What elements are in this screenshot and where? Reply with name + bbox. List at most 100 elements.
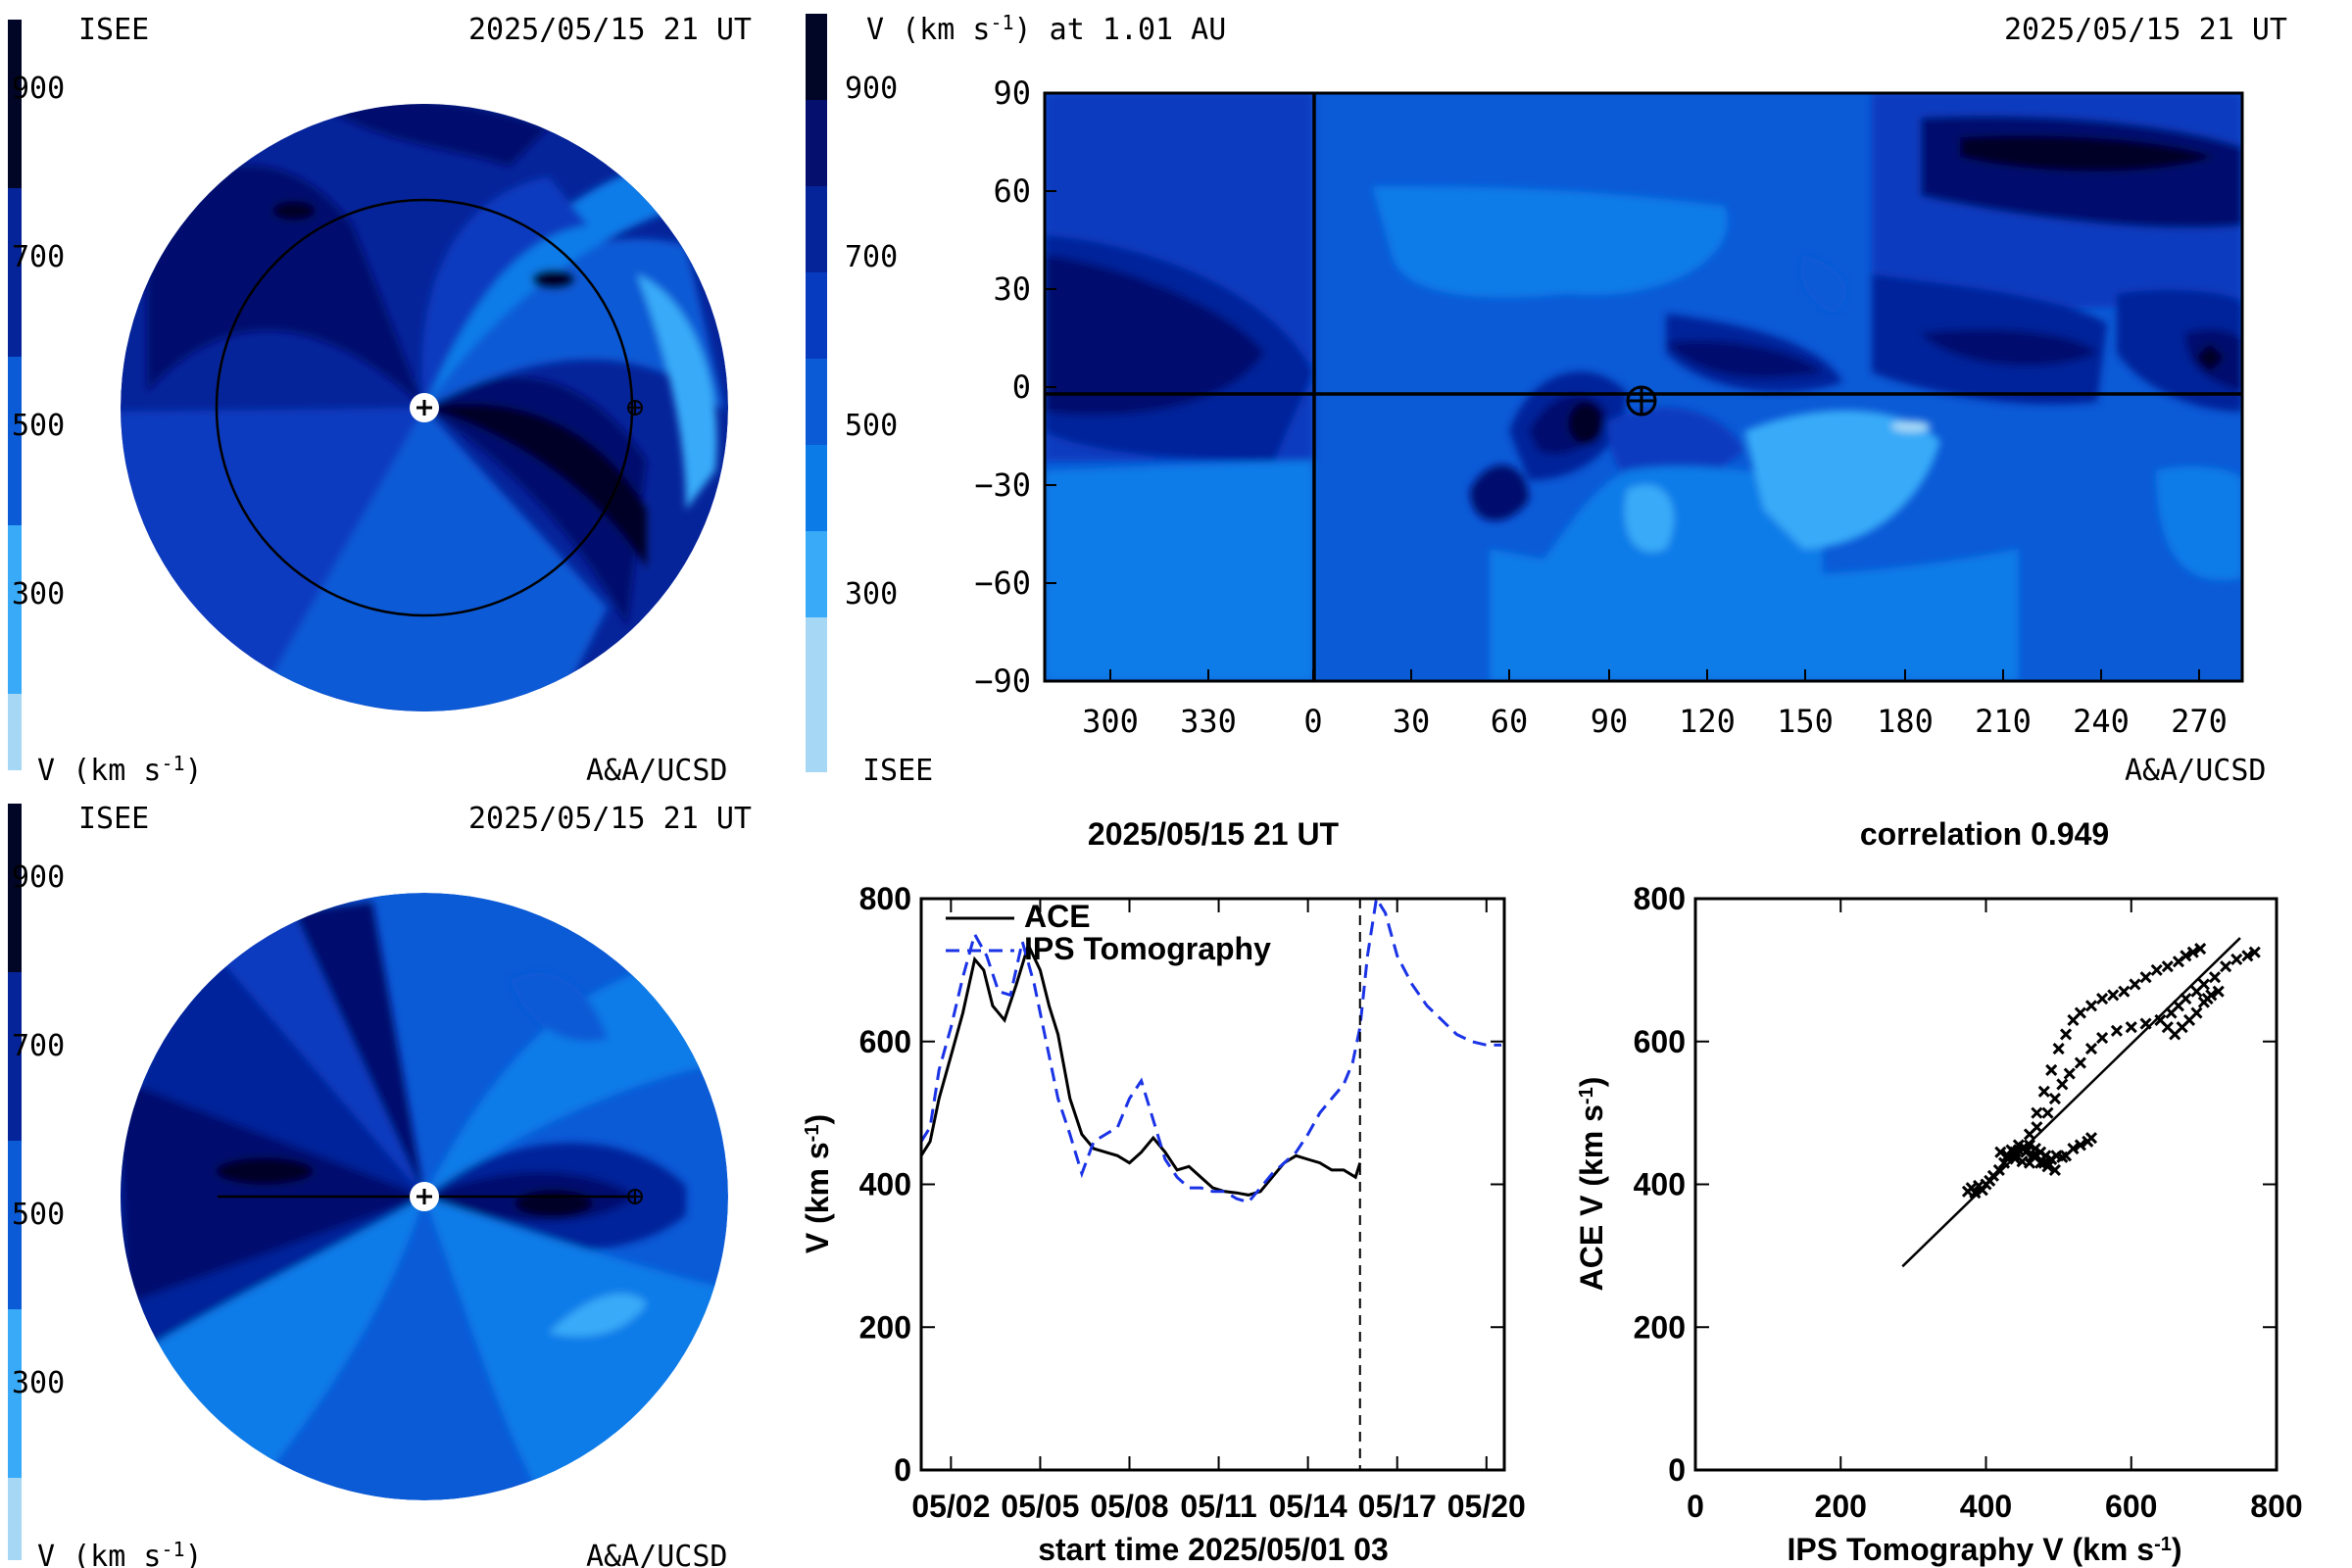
map-ytick-label: 90 — [993, 74, 1031, 112]
legend-ips: IPS Tomography — [1024, 931, 1271, 966]
series-ace — [921, 941, 1362, 1197]
colorbar-tick-900: 900 — [12, 72, 65, 106]
scatter-point — [2096, 992, 2109, 1005]
scatter-point — [2067, 1142, 2080, 1155]
scatter-point — [2031, 1106, 2043, 1119]
colorbar-tick-700: 700 — [845, 240, 898, 274]
date-label: 2025/05/15 21 UT — [2004, 13, 2287, 47]
colorbar-tick-500: 500 — [12, 409, 65, 443]
ts-ytick-label: 0 — [894, 1452, 911, 1488]
sc-ytick-label: 200 — [1634, 1309, 1686, 1345]
fit-line — [1901, 937, 2241, 1268]
colorbar-bottom-left: 900 700 500 300 — [8, 804, 65, 1560]
map-ytick-label: 60 — [993, 172, 1031, 210]
scatter-point — [1969, 1187, 1982, 1200]
earth-marker — [1626, 385, 1657, 416]
scatter-point — [2012, 1139, 2025, 1152]
map-xtick-label: 0 — [1303, 703, 1322, 740]
colorbar-tick-500: 500 — [12, 1198, 65, 1232]
scatter-point — [2110, 1024, 2123, 1037]
scatter-point — [2031, 1121, 2043, 1134]
scatter-point — [2241, 950, 2254, 962]
map-xtick-label: 90 — [1591, 703, 1629, 740]
scatter-point — [2212, 985, 2225, 998]
scatter-point — [2118, 985, 2131, 998]
scatter-point — [2084, 1132, 2098, 1145]
panel-ecliptic-top: 900 700 500 300 ISEE 2025/05/15 21 UT — [8, 13, 752, 788]
map-xtick-label: 30 — [1393, 703, 1431, 740]
scatter-point — [2186, 946, 2199, 958]
earth-marker — [627, 1189, 643, 1204]
isee-label: ISEE — [862, 754, 933, 788]
map-title: V (km s-1) at 1.01 AU — [866, 11, 1226, 47]
ts-xtick-label: 05/17 — [1358, 1489, 1437, 1524]
scatter-point — [2005, 1144, 2018, 1156]
sc-ytick-label: 400 — [1634, 1167, 1686, 1202]
scatter-point — [1994, 1146, 2007, 1158]
scatter-point — [2048, 1163, 2061, 1176]
map-ytick-label: −60 — [974, 564, 1031, 602]
colorbar-tick-700: 700 — [12, 240, 65, 274]
colorbar-tick-500: 500 — [845, 409, 898, 443]
colorbar-1au: 900 700 500 300 — [806, 14, 898, 772]
scatter-point — [2230, 953, 2243, 966]
sc-xtick-label: 400 — [1960, 1489, 2012, 1524]
scatter-point — [2084, 1000, 2098, 1012]
map-xtick-label: 330 — [1180, 703, 1237, 740]
map-ytick-label: −90 — [974, 662, 1031, 700]
scatter-point — [2074, 1139, 2086, 1152]
scatter-point — [2205, 989, 2218, 1002]
sc-ytick-label: 0 — [1668, 1452, 1686, 1488]
timeseries-plot: 05/02 05/05 05/08 05/11 05/14 05/17 05/20 0 200 4… — [859, 881, 1526, 1524]
scatter-point — [2125, 1021, 2137, 1034]
map-ytick-label: 0 — [1012, 368, 1031, 406]
ts-ytick-label: 400 — [859, 1167, 911, 1202]
scatter-point — [2023, 1139, 2036, 1152]
colorbar-top-left: 900 700 500 300 — [8, 20, 65, 770]
scatter-point — [2197, 978, 2210, 991]
date-label: 2025/05/15 21 UT — [468, 13, 752, 47]
scatter-point — [2096, 1032, 2109, 1045]
scatter-point — [2001, 1150, 2014, 1162]
scatter-point — [2180, 992, 2192, 1005]
scatter-point — [2009, 1152, 2022, 1165]
sc-xtick-label: 0 — [1687, 1489, 1704, 1524]
timeseries-ylabel: V (km s-1) — [800, 1114, 835, 1253]
timeseries-legend: ACE IPS Tomography — [946, 899, 1271, 966]
map-ytick-label: −30 — [974, 466, 1031, 504]
ts-ytick-label: 800 — [859, 881, 911, 916]
map-xtick-label: 150 — [1777, 703, 1834, 740]
sc-ytick-label: 800 — [1634, 881, 1686, 916]
scatter-point — [2161, 1021, 2174, 1034]
scatter-point — [2045, 1063, 2058, 1076]
sc-xtick-label: 800 — [2250, 1489, 2302, 1524]
scatter-point — [2074, 1006, 2086, 1019]
colorbar-tick-300: 300 — [12, 577, 65, 612]
date-label: 2025/05/15 21 UT — [468, 802, 752, 836]
scatter-point — [2139, 1017, 2152, 1030]
scatter-point — [2220, 960, 2232, 973]
ts-xtick-label: 05/11 — [1180, 1489, 1256, 1524]
scatter-point — [2180, 950, 2192, 962]
scatter-title: correlation 0.949 — [1860, 816, 2109, 852]
map-xtick-label: 120 — [1679, 703, 1736, 740]
speed-unit-label: V (km s-1) — [37, 752, 203, 788]
ts-ytick-label: 200 — [859, 1309, 911, 1345]
scatter-point — [2074, 1056, 2086, 1069]
credit-label: A&A/UCSD — [2125, 754, 2267, 788]
scatter-point — [2059, 1028, 2073, 1041]
timeseries-xlabel: start time 2025/05/01 03 — [1038, 1532, 1389, 1567]
isee-label: ISEE — [78, 802, 149, 836]
map-xtick-label: 60 — [1491, 703, 1529, 740]
scatter-point — [2208, 971, 2222, 984]
map-xtick-label: 210 — [1975, 703, 2032, 740]
scatter-point — [2150, 963, 2163, 976]
scatter-point — [2016, 1155, 2029, 1168]
scatter-plot: 0 200 400 600 800 0 200 400 600 800 — [1634, 881, 2303, 1524]
scatter-point — [2161, 960, 2174, 973]
map-ytick-label: 30 — [993, 270, 1031, 308]
colorbar-tick-900: 900 — [12, 860, 65, 895]
isee-label: ISEE — [78, 13, 149, 47]
scatter-point — [2139, 971, 2152, 984]
